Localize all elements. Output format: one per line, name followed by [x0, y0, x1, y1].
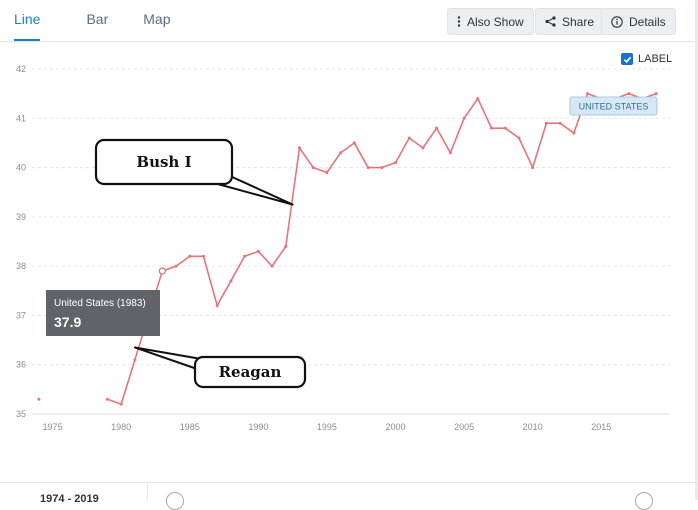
range-start-handle[interactable]: [166, 492, 184, 510]
y-tick-label: 41: [16, 113, 26, 123]
toolbar-divider: [0, 41, 698, 42]
also-show-button[interactable]: Also Show: [447, 8, 534, 35]
x-tick-label: 1985: [180, 422, 200, 432]
data-point: [215, 304, 219, 308]
data-point: [243, 254, 247, 258]
data-point: [366, 166, 370, 170]
also-show-label: Also Show: [467, 14, 524, 29]
x-tick-label: 2010: [523, 422, 543, 432]
panel-edge: [695, 0, 698, 500]
callout-box: [193, 355, 307, 389]
data-point: [394, 161, 398, 165]
data-point: [503, 126, 507, 130]
data-point: [407, 136, 411, 140]
x-tick-label: 2015: [591, 422, 611, 432]
data-point: [119, 402, 123, 406]
data-point: [627, 92, 631, 96]
x-tick-label: 2000: [385, 422, 405, 432]
x-tick-label: 1990: [248, 422, 268, 432]
x-tick-label: 1995: [317, 422, 337, 432]
callout-text: Reagan: [219, 363, 282, 381]
data-point: [133, 358, 137, 362]
data-point: [174, 264, 178, 268]
data-point: [490, 126, 494, 130]
info-icon: [611, 15, 623, 28]
data-point: [270, 264, 274, 268]
data-point: [339, 151, 343, 155]
x-tick-label: 2005: [454, 422, 474, 432]
data-point: [462, 116, 466, 120]
label-toggle-text: LABEL: [638, 53, 673, 65]
data-point: [544, 121, 548, 125]
data-point: [229, 279, 233, 283]
data-point: [448, 151, 452, 155]
callout-box: [94, 138, 234, 186]
tooltip-title: United States (1983): [54, 298, 146, 309]
data-point: [325, 171, 329, 174]
data-point: [352, 141, 356, 145]
chart-tabs: Line Bar Map: [0, 0, 171, 42]
y-tick-label: 38: [16, 261, 26, 271]
share-label: Share: [562, 14, 595, 29]
details-label: Details: [629, 14, 666, 29]
data-point: [531, 166, 535, 170]
share-icon: [545, 16, 556, 27]
y-tick-label: 39: [16, 212, 26, 222]
tooltip-box: [46, 290, 160, 336]
y-tick-label: 37: [16, 310, 26, 320]
x-tick-label: 1980: [111, 422, 131, 432]
data-point: [558, 121, 562, 125]
data-point: [256, 249, 260, 253]
vertical-dots-icon: [457, 16, 461, 27]
data-point: [37, 397, 41, 401]
range-end-handle[interactable]: [635, 492, 653, 510]
data-point: [284, 244, 288, 248]
y-tick-label: 40: [16, 163, 26, 173]
footer-divider: [0, 482, 698, 483]
tab-map[interactable]: Map: [143, 11, 171, 27]
data-point: [201, 254, 205, 258]
tooltip-value: 37.9: [54, 314, 81, 330]
data-point: [654, 92, 658, 96]
data-point: [517, 136, 521, 140]
data-point: [380, 166, 384, 170]
data-point: [572, 131, 576, 135]
checkbox-checked-icon[interactable]: [621, 53, 633, 65]
hovered-point: [158, 267, 166, 275]
data-point: [311, 166, 315, 170]
label-toggle[interactable]: LABEL: [621, 53, 672, 65]
year-range-label: 1974 - 2019: [40, 493, 99, 505]
y-tick-label: 42: [16, 64, 26, 74]
y-tick-label: 35: [16, 409, 26, 419]
data-point: [105, 397, 109, 401]
series-tag-label: UNITED STATES: [579, 102, 649, 112]
tab-bar[interactable]: Bar: [86, 11, 109, 27]
data-point: [435, 126, 439, 130]
data-point: [421, 146, 425, 150]
share-button[interactable]: Share: [535, 8, 605, 35]
x-tick-label: 1975: [43, 422, 63, 432]
callout-text: Bush I: [136, 153, 191, 171]
data-point: [188, 254, 192, 258]
details-button[interactable]: Details: [601, 8, 676, 35]
y-tick-label: 36: [16, 360, 26, 370]
tab-line[interactable]: Line: [14, 0, 41, 42]
footer-separator: [147, 483, 148, 500]
data-point: [476, 97, 480, 101]
data-point: [586, 92, 590, 96]
series-tag-box: [569, 96, 658, 116]
data-point: [297, 146, 301, 150]
